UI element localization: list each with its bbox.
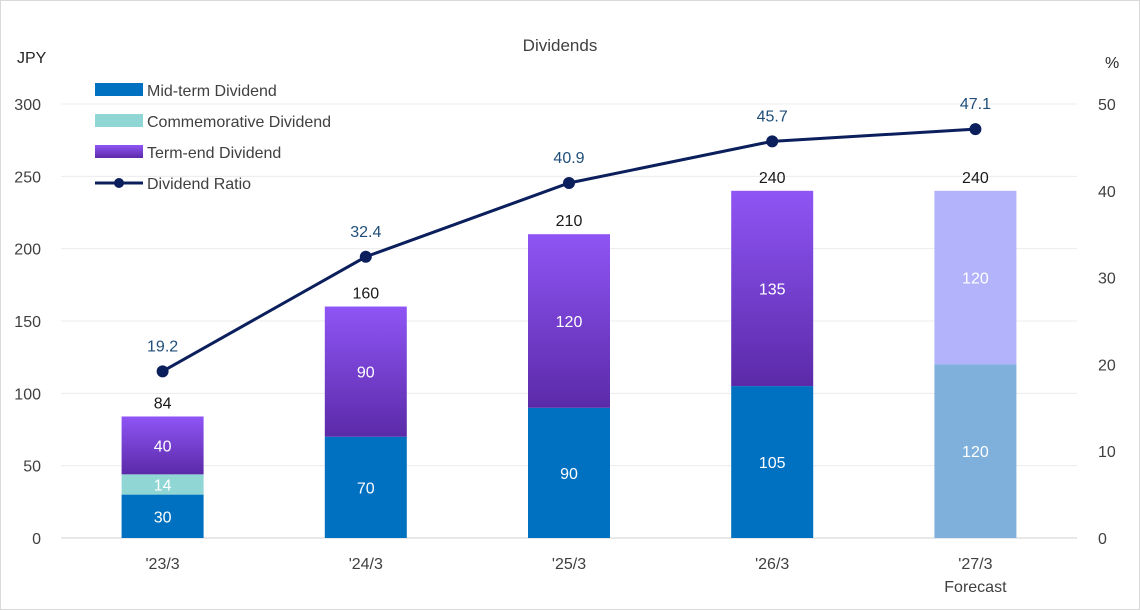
bar-total-label: 240 xyxy=(759,170,786,187)
term-end-dividend-value-label: 120 xyxy=(962,271,989,288)
dividend-ratio-point xyxy=(563,176,575,189)
x-tick-label: '23/3 xyxy=(145,556,179,573)
y-right-tick-label: 0 xyxy=(1098,531,1107,548)
dividend-ratio-point xyxy=(766,135,779,148)
dividend-ratio-legend-label: Dividend Ratio xyxy=(147,176,251,193)
mid-term-dividend-value-label: 105 xyxy=(759,455,786,472)
commemorative-dividend-legend-label: Commemorative Dividend xyxy=(147,114,331,131)
mid-term-dividend-bar xyxy=(528,407,610,538)
x-tick-label: '25/3 xyxy=(552,556,586,573)
term-end-dividend-bar xyxy=(324,306,407,437)
y-right-tick-label: 10 xyxy=(1098,444,1116,461)
commemorative-dividend-bar xyxy=(121,474,204,495)
y-right-tick-label: 50 xyxy=(1098,97,1116,114)
x-tick-label: '27/3 xyxy=(958,556,992,573)
right-axis-unit: % xyxy=(1105,55,1119,72)
mid-term-dividend-legend-label: Mid-term Dividend xyxy=(147,83,277,100)
mid-term-dividend-value-label: 90 xyxy=(560,466,578,483)
y-right-tick-label: 20 xyxy=(1098,357,1116,374)
dividend-ratio-legend-marker xyxy=(114,178,124,188)
term-end-dividend-legend-swatch xyxy=(95,145,143,158)
term-end-dividend-bar xyxy=(934,190,1017,365)
y-right-tick-label: 30 xyxy=(1098,271,1116,288)
term-end-dividend-value-label: 120 xyxy=(556,314,583,331)
term-end-dividend-bar xyxy=(121,416,204,475)
mid-term-dividend-bar xyxy=(731,386,814,538)
left-axis-unit: JPY xyxy=(17,50,47,67)
mid-term-dividend-bar xyxy=(324,436,407,538)
dividend-ratio-label: 40.9 xyxy=(553,150,584,167)
dividend-ratio-point xyxy=(969,123,982,136)
dividend-ratio-point xyxy=(156,365,169,378)
commemorative-dividend-value-label: 14 xyxy=(154,477,172,494)
dividend-ratio-point xyxy=(359,250,372,263)
y-left-tick-label: 0 xyxy=(32,531,41,548)
mid-term-dividend-value-label: 30 xyxy=(154,509,172,526)
bar-total-label: 210 xyxy=(556,213,583,230)
y-left-tick-label: 250 xyxy=(14,169,41,186)
y-left-tick-label: 300 xyxy=(14,97,41,114)
term-end-dividend-value-label: 135 xyxy=(759,281,786,298)
y-left-tick-label: 100 xyxy=(14,386,41,403)
y-right-tick-label: 40 xyxy=(1098,184,1116,201)
y-left-tick-label: 150 xyxy=(14,314,41,331)
mid-term-dividend-bar xyxy=(934,364,1017,538)
y-left-tick-label: 200 xyxy=(14,242,41,259)
chart-title: Dividends xyxy=(523,36,598,55)
x-tick-label: '26/3 xyxy=(755,556,789,573)
term-end-dividend-value-label: 90 xyxy=(357,365,375,382)
dividend-ratio-label: 32.4 xyxy=(350,224,381,241)
mid-term-dividend-bar xyxy=(121,494,204,538)
term-end-dividend-bar xyxy=(731,190,814,387)
mid-term-dividend-legend-swatch xyxy=(95,83,143,96)
term-end-dividend-legend-label: Term-end Dividend xyxy=(147,145,281,162)
x-tick-label: '24/3 xyxy=(349,556,383,573)
bar-total-label: 240 xyxy=(962,170,989,187)
term-end-dividend-bar xyxy=(528,234,610,408)
dividend-ratio-label: 45.7 xyxy=(757,108,788,125)
dividend-ratio-label: 19.2 xyxy=(147,338,178,355)
y-left-tick-label: 50 xyxy=(23,459,41,476)
mid-term-dividend-value-label: 70 xyxy=(357,480,375,497)
commemorative-dividend-legend-swatch xyxy=(95,114,143,127)
bar-total-label: 84 xyxy=(154,395,172,412)
mid-term-dividend-value-label: 120 xyxy=(962,444,989,461)
x-tick-sublabel: Forecast xyxy=(944,579,1007,596)
dividend-ratio-label: 47.1 xyxy=(960,96,991,113)
bar-total-label: 160 xyxy=(352,286,379,303)
term-end-dividend-value-label: 40 xyxy=(154,438,172,455)
